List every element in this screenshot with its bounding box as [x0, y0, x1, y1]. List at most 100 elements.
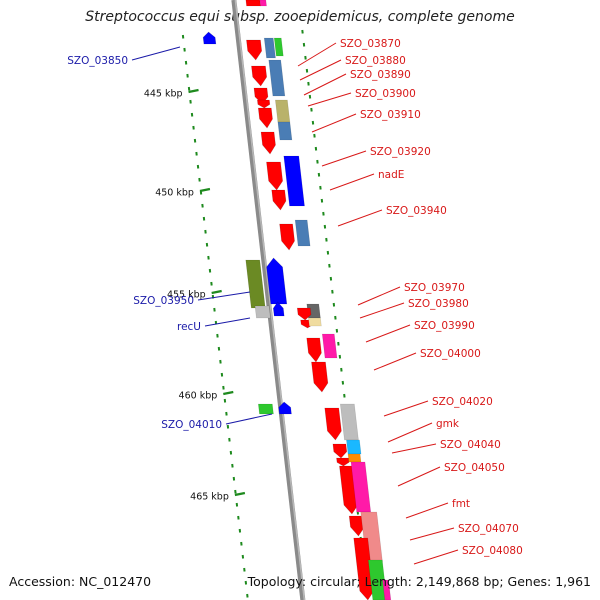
tick-mark — [223, 390, 234, 396]
gene-label-recu[interactable]: recU — [177, 321, 201, 333]
gene-label-szo-03870[interactable]: SZO_03870 — [340, 38, 401, 50]
tick-mark — [234, 491, 246, 497]
gene-label-szo-04040[interactable]: SZO_04040 — [440, 439, 501, 451]
cog-box-12[interactable] — [347, 453, 362, 463]
tick-label-465-kbp: 465 kbp — [190, 492, 229, 503]
leader-line — [357, 286, 401, 306]
gene-fmt[interactable] — [348, 515, 365, 537]
cog-box-3[interactable] — [268, 59, 286, 97]
tick-label-445-kbp: 445 kbp — [144, 89, 183, 100]
gene-label-szo-04010[interactable]: SZO_04010 — [161, 419, 222, 431]
backbone-highlight — [234, 0, 306, 600]
leader-line — [409, 527, 455, 541]
leader-line — [321, 150, 367, 167]
leader-line — [387, 422, 433, 443]
tick-mark — [199, 187, 211, 193]
leader-line — [299, 59, 342, 81]
genome-backbone — [231, 0, 306, 600]
gene-labels: SZO_03870 SZO_03880 SZO_03890 SZO_03900 SZO_… — [67, 38, 523, 565]
cog-box-8[interactable] — [308, 317, 322, 327]
gene-nade-arrow[interactable] — [271, 189, 287, 211]
gene-label-szo-03950[interactable]: SZO_03950 — [133, 295, 194, 307]
leader-line — [303, 73, 347, 96]
cog-box-6[interactable] — [294, 219, 311, 247]
gene-label-szo-03970[interactable]: SZO_03970 — [404, 282, 465, 294]
tick-label-460-kbp: 460 kbp — [179, 391, 218, 402]
gene-szo-04070[interactable] — [353, 537, 375, 600]
map-title: Streptococcus equi subsp. zooepidemicus,… — [85, 9, 515, 25]
inner-guide-dots — [181, 34, 249, 598]
gene-label-szo-04080[interactable]: SZO_04080 — [462, 545, 523, 557]
gene-szo-03910[interactable] — [260, 131, 276, 155]
gene-recu[interactable] — [272, 301, 285, 317]
cog-box-gray[interactable] — [254, 305, 271, 319]
gene-label-szo-03880[interactable]: SZO_03880 — [345, 55, 406, 67]
gene-szo-04040[interactable] — [336, 457, 350, 467]
leader-line — [391, 443, 437, 454]
gene-label-szo-03910[interactable]: SZO_03910 — [360, 109, 421, 121]
gene-label-nade[interactable]: nadE — [378, 169, 404, 181]
gene-szo-03850[interactable] — [202, 31, 217, 45]
gene-label-szo-04070[interactable]: SZO_04070 — [458, 523, 519, 535]
cog-box-9[interactable] — [321, 333, 338, 359]
gene-szo-03870[interactable] — [251, 65, 268, 87]
leader-line — [405, 502, 449, 519]
cog-box-green[interactable] — [257, 403, 274, 415]
gene-label-szo-03990[interactable]: SZO_03990 — [414, 320, 475, 332]
leader-line — [373, 352, 417, 371]
gene-top-b[interactable] — [259, 0, 267, 7]
gene-top-a[interactable] — [245, 0, 261, 7]
leader-line — [197, 291, 251, 301]
gene-szo-03940[interactable] — [279, 223, 295, 251]
gene-szo-03990[interactable] — [306, 337, 322, 363]
gene-label-szo-03890[interactable]: SZO_03890 — [350, 69, 411, 81]
gene-szo-03900[interactable] — [257, 107, 273, 129]
leader-line — [297, 42, 337, 67]
cog-box-2[interactable] — [273, 37, 284, 57]
leader-line — [397, 466, 441, 487]
cog-box-5[interactable] — [277, 121, 293, 141]
leader-line — [311, 113, 357, 133]
leader-line — [225, 413, 273, 425]
gene-szo-04000[interactable] — [311, 361, 329, 393]
gene-label-szo-03980[interactable]: SZO_03980 — [408, 298, 469, 310]
accession-text: Accession: NC_012470 — [9, 574, 152, 589]
cog-box-16[interactable] — [382, 579, 392, 600]
gene-szo-03890[interactable] — [257, 99, 271, 109]
tick-label-450-kbp: 450 kbp — [155, 188, 194, 199]
gene-szo-03970[interactable] — [296, 307, 312, 321]
gene-szo-04010[interactable] — [278, 401, 292, 415]
gene-label-szo-04000[interactable]: SZO_04000 — [420, 348, 481, 360]
topology-text: Topology: circular; Length: 2,149,868 bp… — [247, 574, 591, 589]
tick-label-455-kbp: 455 kbp — [167, 290, 206, 301]
leader-line — [131, 46, 181, 61]
leader-line — [307, 92, 352, 107]
leader-line — [329, 173, 375, 191]
cog-box-15[interactable] — [367, 559, 388, 600]
leader-line — [413, 549, 459, 565]
leader-line — [365, 324, 411, 343]
gene-szo-03920[interactable] — [266, 161, 283, 191]
leader-line — [337, 209, 383, 227]
gene-label-szo-04020[interactable]: SZO_04020 — [432, 396, 493, 408]
gene-label-fmt[interactable]: fmt — [452, 498, 470, 510]
cog-box-4[interactable] — [275, 99, 291, 123]
gene-szo-03860[interactable] — [246, 39, 263, 61]
gene-label-szo-03940[interactable]: SZO_03940 — [386, 205, 447, 217]
gene-label-szo-04050[interactable]: SZO_04050 — [444, 462, 505, 474]
gene-gmk[interactable] — [332, 443, 348, 459]
tick-mark — [211, 289, 222, 295]
gene-label-szo-03920[interactable]: SZO_03920 — [370, 146, 431, 158]
gene-label-szo-03850[interactable]: SZO_03850 — [67, 55, 128, 67]
gene-label-szo-03900[interactable]: SZO_03900 — [355, 88, 416, 100]
gene-nade[interactable] — [283, 155, 305, 207]
cog-box-11[interactable] — [346, 439, 362, 455]
gene-tracks — [181, 0, 392, 600]
cog-box-10[interactable] — [339, 403, 359, 441]
gene-label-gmk[interactable]: gmk — [436, 418, 460, 430]
gene-szo-04020[interactable] — [324, 407, 342, 441]
cog-box-1[interactable] — [263, 37, 276, 59]
leader-line — [204, 317, 251, 327]
leader-line — [383, 400, 429, 417]
